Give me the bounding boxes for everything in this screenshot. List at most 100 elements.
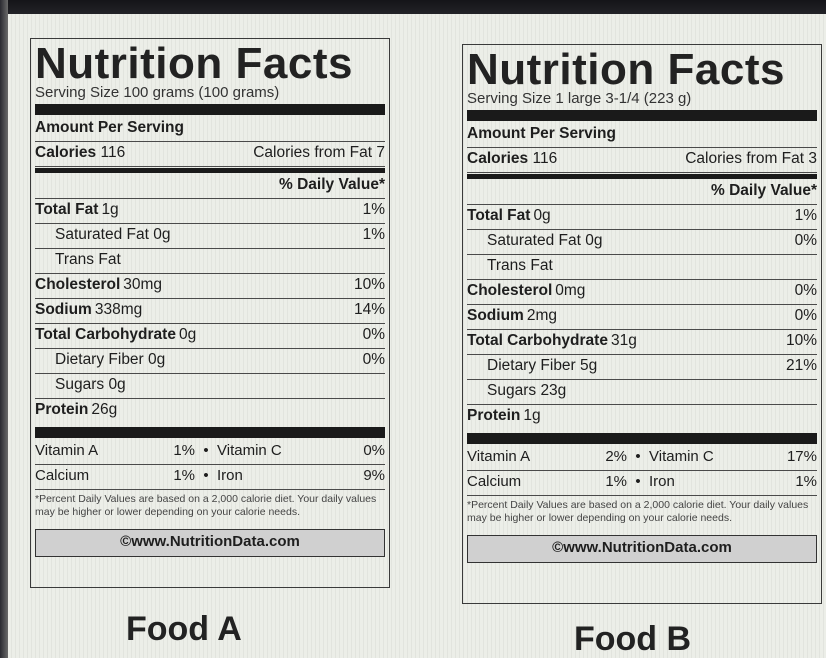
nutrient-label: Total Carbohydrate bbox=[467, 332, 608, 349]
calories-row: Calories 116 Calories from Fat 3 bbox=[467, 148, 817, 173]
divider-thick bbox=[467, 110, 817, 121]
nutrient-amount: 5g bbox=[580, 357, 598, 374]
calories-row: Calories 116 Calories from Fat 7 bbox=[35, 142, 385, 167]
nutrient-dv: 14% bbox=[353, 301, 385, 318]
source-link: ©www.NutritionData.com bbox=[467, 535, 817, 563]
divider-thick bbox=[467, 433, 817, 444]
nutrient-dv: 1% bbox=[362, 201, 385, 218]
nutrient-label: Sodium bbox=[35, 301, 92, 318]
nutrition-label-food-b: Nutrition Facts Serving Size 1 large 3-1… bbox=[462, 44, 822, 604]
iron-dv: 1% bbox=[795, 473, 817, 490]
nutrient-amount: 0mg bbox=[555, 282, 586, 299]
vitamin-row-calcium-iron: Calcium 1% • Iron 9% bbox=[35, 465, 385, 490]
nutrient-dv: 0% bbox=[794, 232, 817, 249]
nutrient-label: Trans Fat bbox=[55, 251, 121, 268]
nutrient-row-trans-fat: Trans Fat bbox=[467, 255, 817, 280]
divider-thick bbox=[35, 427, 385, 438]
nutrient-row-sugars: Sugars 0g bbox=[35, 374, 385, 399]
nutrient-row-cholesterol: Cholesterol 0mg 0% bbox=[467, 280, 817, 305]
nutrient-amount: 1g bbox=[523, 407, 541, 424]
nutrient-dv: 0% bbox=[794, 307, 817, 324]
nutrient-label: Saturated Fat bbox=[487, 232, 581, 249]
vitamin-row-a-c: Vitamin A 1% • Vitamin C 0% bbox=[35, 440, 385, 465]
calcium-dv: 1% bbox=[173, 467, 195, 484]
nutrient-label: Saturated Fat bbox=[55, 226, 149, 243]
nutrient-label: Total Carbohydrate bbox=[35, 326, 176, 343]
nutrient-amount: 31g bbox=[610, 332, 637, 349]
nutrient-label: Protein bbox=[467, 407, 521, 424]
vitamin-a-dv: 2% bbox=[605, 448, 627, 465]
nutrient-row-cholesterol: Cholesterol 30mg 10% bbox=[35, 274, 385, 299]
calcium-label: Calcium bbox=[467, 473, 522, 490]
nutrient-label: Total Fat bbox=[35, 201, 99, 218]
nutrient-label: Dietary Fiber bbox=[55, 351, 144, 368]
footnote: *Percent Daily Values are based on a 2,0… bbox=[35, 493, 377, 518]
nutrient-dv: 0% bbox=[362, 351, 385, 368]
calories-from-fat: Calories from Fat 7 bbox=[253, 144, 385, 161]
amount-per-serving-row: Amount Per Serving bbox=[467, 123, 817, 148]
nutrient-label: Trans Fat bbox=[487, 257, 553, 274]
vitamin-c-dv: 17% bbox=[786, 448, 817, 465]
vitamin-a-label: Vitamin A bbox=[35, 442, 99, 459]
calories-label: Calories bbox=[467, 150, 529, 167]
nutrient-row-sodium: Sodium 338mg 14% bbox=[35, 299, 385, 324]
iron-label: Iron bbox=[217, 467, 243, 484]
nutrient-dv: 0% bbox=[362, 326, 385, 343]
bullet: • bbox=[635, 448, 641, 465]
nutrient-amount: 30mg bbox=[123, 276, 163, 293]
label-title: Nutrition Facts bbox=[35, 39, 353, 88]
divider-medium bbox=[467, 174, 817, 179]
calories-label: Calories bbox=[35, 144, 97, 161]
nutrient-label: Cholesterol bbox=[35, 276, 121, 293]
nutrient-dv: 10% bbox=[785, 332, 817, 349]
nutrient-dv: 0% bbox=[794, 282, 817, 299]
nutrient-label: Cholesterol bbox=[467, 282, 553, 299]
nutrient-amount: 0g bbox=[178, 326, 197, 343]
daily-value-header: % Daily Value* bbox=[467, 180, 817, 205]
source-link: ©www.NutritionData.com bbox=[35, 529, 385, 557]
nutrient-row-total-fat: Total Fat 1g 1% bbox=[35, 199, 385, 224]
vitamin-a-dv: 1% bbox=[173, 442, 195, 459]
vitamin-row-a-c: Vitamin A 2% • Vitamin C 17% bbox=[467, 446, 817, 471]
amount-per-serving-row: Amount Per Serving bbox=[35, 117, 385, 142]
calories-from-fat: Calories from Fat 3 bbox=[685, 150, 817, 167]
nutrient-label: Sodium bbox=[467, 307, 524, 324]
nutrient-amount: 1g bbox=[101, 201, 119, 218]
food-b-caption: Food B bbox=[574, 620, 692, 658]
label-title: Nutrition Facts bbox=[467, 45, 785, 94]
vitamin-c-label: Vitamin C bbox=[649, 448, 714, 465]
nutrient-dv: 1% bbox=[362, 226, 385, 243]
nutrient-label: Sugars bbox=[487, 382, 537, 399]
nutrient-label: Dietary Fiber bbox=[487, 357, 576, 374]
background-left-edge bbox=[0, 0, 8, 658]
nutrient-amount: 0g bbox=[533, 207, 551, 224]
calcium-label: Calcium bbox=[35, 467, 90, 484]
divider-medium bbox=[35, 168, 385, 173]
food-a-caption: Food A bbox=[126, 610, 242, 648]
nutrient-amount: 26g bbox=[91, 401, 118, 418]
nutrient-amount: 338mg bbox=[94, 301, 143, 318]
vitamin-row-calcium-iron: Calcium 1% • Iron 1% bbox=[467, 471, 817, 496]
nutrient-row-saturated-fat: Saturated Fat 0g 1% bbox=[35, 224, 385, 249]
nutrient-row-sugars: Sugars 23g bbox=[467, 380, 817, 405]
nutrient-row-dietary-fiber: Dietary Fiber 0g 0% bbox=[35, 349, 385, 374]
nutrient-row-protein: Protein 1g bbox=[467, 405, 817, 430]
nutrient-row-total-carbohydrate: Total Carbohydrate 0g 0% bbox=[35, 324, 385, 349]
nutrient-label: Total Fat bbox=[467, 207, 531, 224]
bullet: • bbox=[203, 467, 209, 484]
nutrient-amount: 0g bbox=[153, 226, 171, 243]
iron-dv: 9% bbox=[363, 467, 385, 484]
calcium-dv: 1% bbox=[605, 473, 627, 490]
serving-size: Serving Size 100 grams (100 grams) bbox=[35, 84, 280, 101]
nutrient-row-dietary-fiber: Dietary Fiber 5g 21% bbox=[467, 355, 817, 380]
vitamin-c-dv: 0% bbox=[363, 442, 385, 459]
nutrition-label-food-a: Nutrition Facts Serving Size 100 grams (… bbox=[30, 38, 390, 588]
nutrient-row-saturated-fat: Saturated Fat 0g 0% bbox=[467, 230, 817, 255]
nutrient-label: Protein bbox=[35, 401, 89, 418]
bullet: • bbox=[203, 442, 209, 459]
nutrient-row-sodium: Sodium 2mg 0% bbox=[467, 305, 817, 330]
amount-per-serving: Amount Per Serving bbox=[467, 125, 616, 142]
daily-value-header: % Daily Value* bbox=[35, 174, 385, 199]
calories-value: 116 bbox=[532, 150, 558, 167]
divider-thick bbox=[35, 104, 385, 115]
